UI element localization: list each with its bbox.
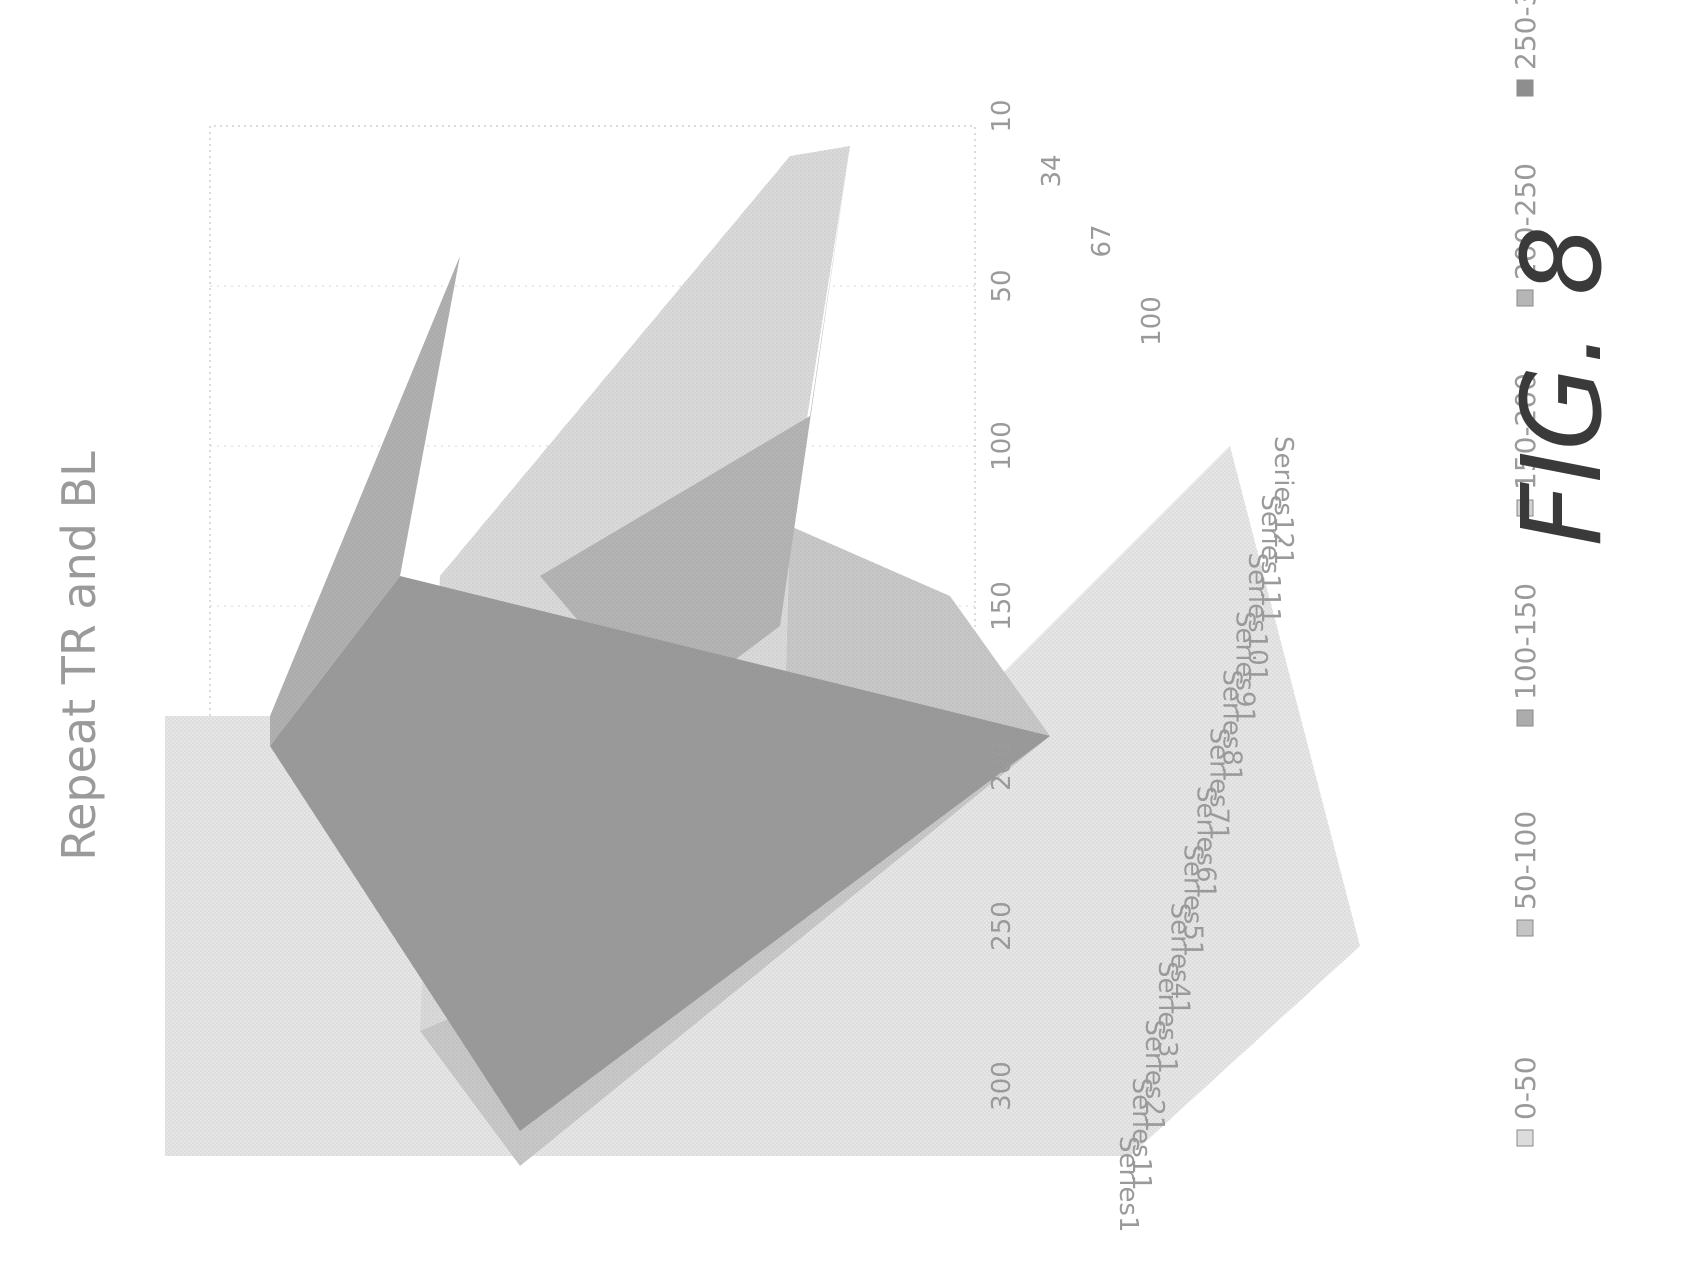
x-axis-ticks: 10 34 67 100 — [987, 99, 1167, 345]
legend-swatch — [1516, 289, 1534, 307]
legend-label: 100-150 — [1509, 583, 1542, 700]
x-tick-label: 34 — [1037, 154, 1067, 187]
z-tick-label: 300 — [987, 1061, 1017, 1111]
legend-swatch — [1516, 1129, 1534, 1147]
surface-plot — [165, 146, 1360, 1166]
figure-label: FIG. 8 — [1498, 226, 1626, 547]
z-tick-label: 50 — [987, 269, 1017, 302]
x-tick-label: 67 — [1087, 224, 1117, 257]
series-label: Series71 — [1203, 728, 1233, 841]
legend-swatch — [1516, 79, 1534, 97]
series-label: Series91 — [1229, 611, 1259, 724]
x-tick-label: 100 — [1137, 296, 1167, 346]
chart-title: Repeat TR and BL — [52, 451, 106, 861]
z-tick-label: 250 — [987, 901, 1017, 951]
series-label: Series81 — [1216, 669, 1246, 782]
series-labels: Series1Series11Series21Series31Series41S… — [1113, 436, 1298, 1233]
legend-label: 0-50 — [1509, 1056, 1542, 1120]
legend-label: 150-200 — [1509, 373, 1542, 490]
series-label: Series31 — [1152, 961, 1182, 1074]
z-tick-label: 150 — [987, 581, 1017, 631]
z-tick-label: 100 — [987, 421, 1017, 471]
x-tick-label: 10 — [987, 99, 1017, 132]
legend-swatch — [1516, 499, 1534, 517]
series-label: Series11 — [1126, 1078, 1156, 1191]
z-axis-ticks: 50 100 150 200 250 300 — [987, 269, 1017, 1110]
legend-label: 50-100 — [1509, 811, 1542, 910]
series-label: Series1 — [1113, 1136, 1143, 1233]
legend-label: 250-300 — [1509, 0, 1542, 70]
surface-band-250-300-top — [270, 256, 460, 746]
series-label: Series121 — [1268, 436, 1298, 566]
legend: 0-50 50-100 100-150 150-200 200-250 250-300 — [1509, 0, 1542, 1147]
legend-swatch — [1516, 709, 1534, 727]
surface-band-200-250 — [540, 146, 850, 716]
surface-band-250-300 — [270, 576, 1050, 1131]
legend-label: 200-250 — [1509, 163, 1542, 280]
legend-swatch — [1516, 919, 1534, 937]
series-label: Series41 — [1165, 903, 1195, 1016]
series-label: Series21 — [1139, 1019, 1169, 1132]
z-tick-label: 200 — [987, 741, 1017, 791]
series-label: Series61 — [1191, 786, 1221, 899]
series-label: Series111 — [1255, 494, 1285, 624]
series-label: Series101 — [1242, 553, 1272, 683]
series-label: Series51 — [1178, 844, 1208, 957]
